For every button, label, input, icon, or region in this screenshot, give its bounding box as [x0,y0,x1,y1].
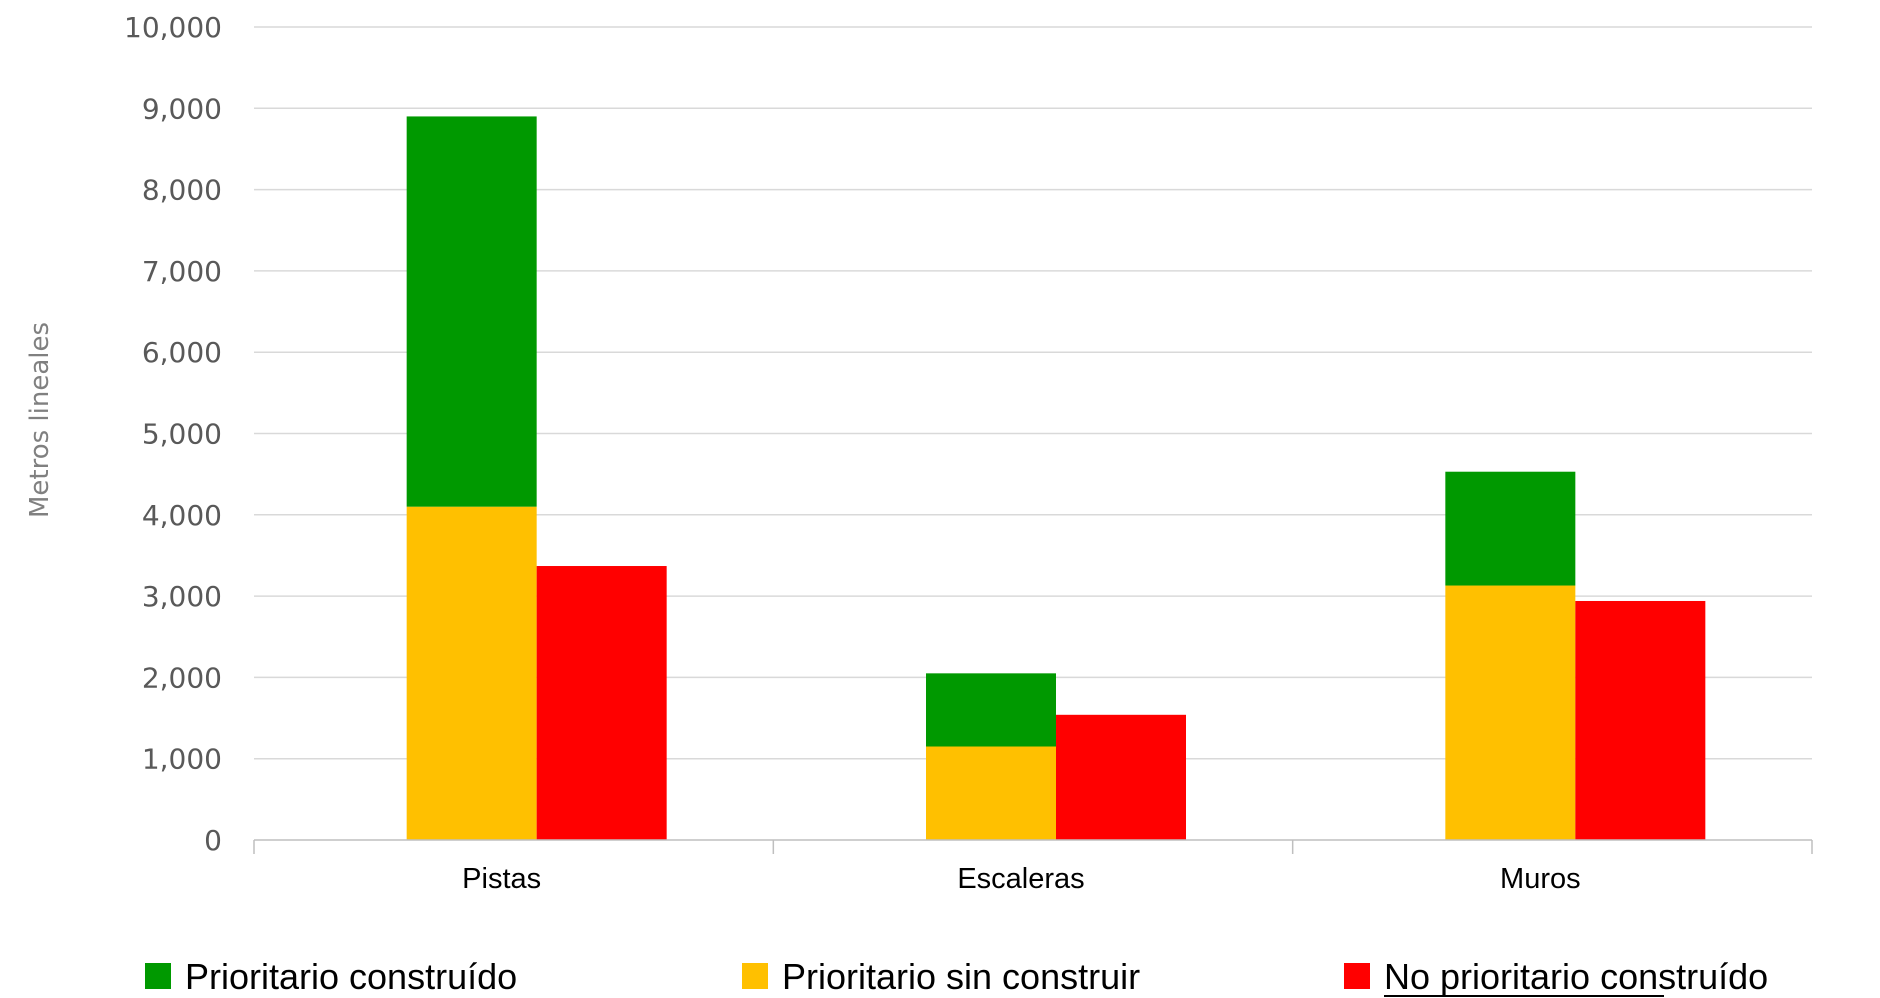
y-tick-label: 10,000 [124,11,222,44]
bar-no-prioritario-muros [1575,600,1706,840]
y-tick-label: 6,000 [142,336,222,369]
legend: Prioritario construído Prioritario sin co… [145,956,1768,997]
y-axis-title: Metros lineales [25,322,55,518]
y-tick-label: 2,000 [142,661,222,694]
y-tick-label: 4,000 [142,499,222,532]
y-tick-label: 7,000 [142,255,222,288]
legend-swatch [742,963,768,989]
legend-label: Prioritario construído [185,956,517,997]
x-axis: Pistas Escaleras Muros [253,839,1813,895]
y-tick-label: 3,000 [142,580,222,613]
bar-prioritario-sin-construir-muros [1445,585,1576,840]
x-category-label: Escaleras [957,863,1084,895]
y-tick-label: 0 [204,824,222,857]
x-category-label: Muros [1500,863,1581,895]
bar-prioritario-constru-do-muros [1445,471,1576,586]
bar-prioritario-constru-do-pistas [406,116,537,507]
legend-label: No prioritario construído [1384,956,1768,997]
y-tick-label: 1,000 [142,743,222,776]
x-category-label: Pistas [462,863,541,895]
bar-no-prioritario-escaleras [1056,714,1186,840]
legend-swatch [145,963,171,989]
y-tick-label: 9,000 [142,92,222,125]
legend-label: Prioritario sin construir [782,956,1140,997]
bar-prioritario-sin-construir-escaleras [926,746,1056,840]
bars [406,116,1706,840]
y-axis-ticks: 0 1,000 2,000 3,000 4,000 5,000 6,000 7,000 8,00… [124,11,222,857]
bar-no-prioritario-pistas [536,566,667,840]
y-tick-label: 5,000 [142,418,222,451]
bar-prioritario-constru-do-escaleras [926,673,1056,747]
bar-prioritario-sin-construir-pistas [406,506,537,840]
y-tick-label: 8,000 [142,174,222,207]
legend-swatch [1344,963,1370,989]
